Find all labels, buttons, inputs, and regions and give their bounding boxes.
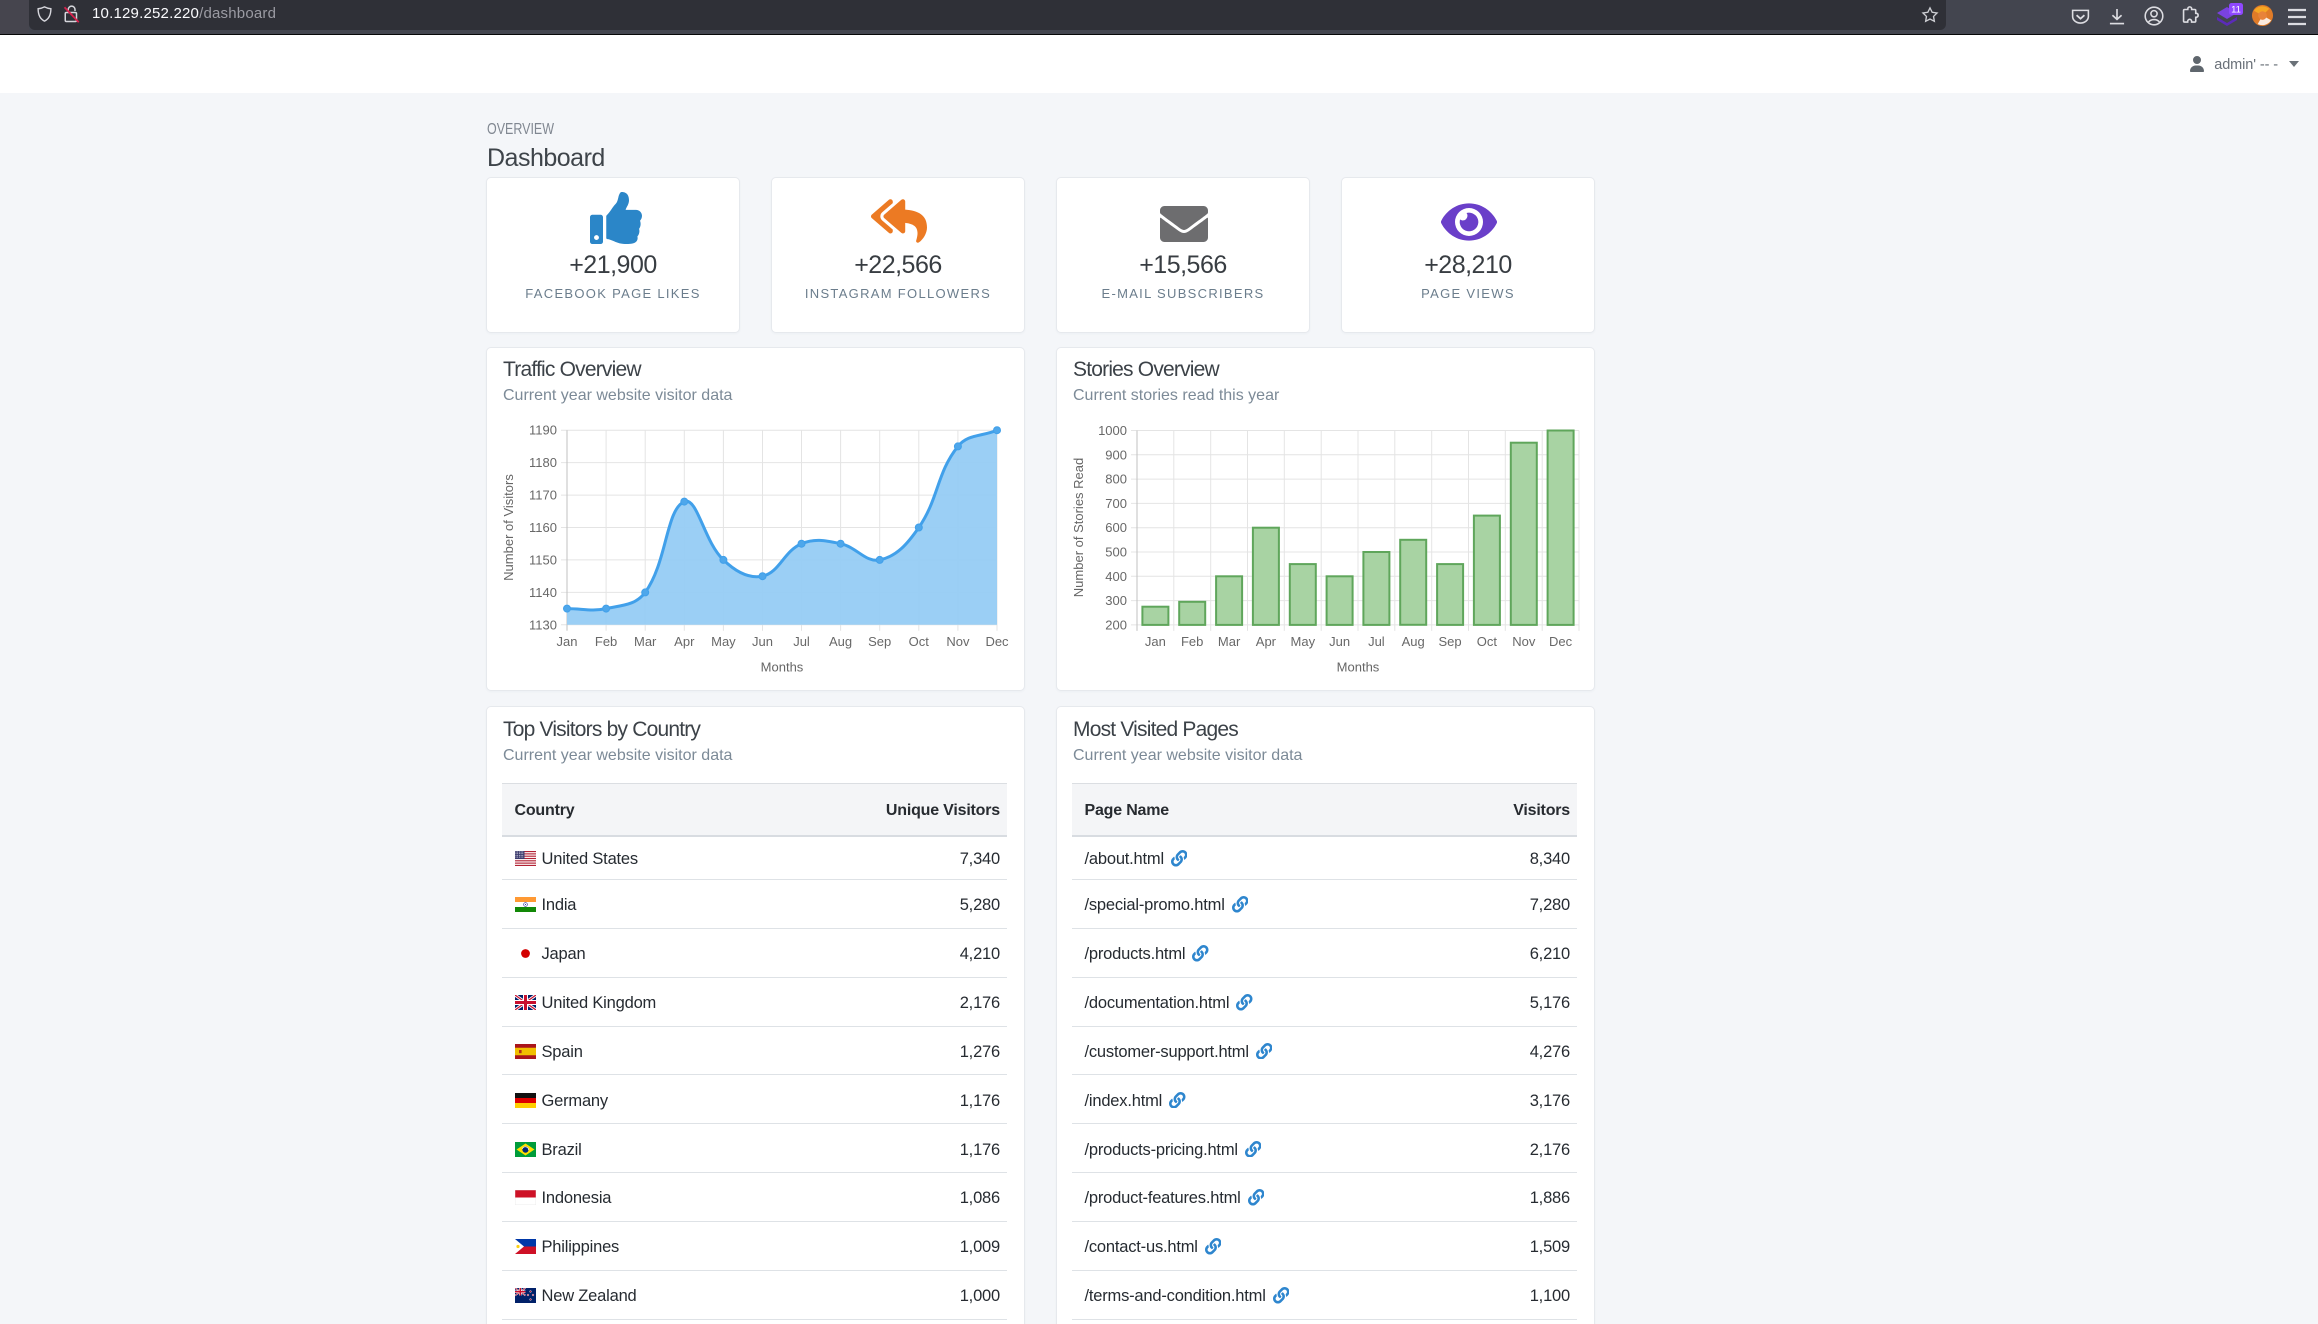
svg-text:1170: 1170: [529, 488, 557, 503]
svg-text:1150: 1150: [529, 552, 557, 567]
svg-text:1000: 1000: [1098, 423, 1127, 438]
svg-text:Aug: Aug: [1402, 634, 1425, 649]
svg-text:300: 300: [1105, 593, 1127, 608]
svg-text:Jun: Jun: [1329, 634, 1350, 649]
svg-text:Number of Visitors: Number of Visitors: [501, 474, 516, 581]
svg-text:Jun: Jun: [752, 634, 773, 649]
svg-text:Feb: Feb: [1181, 634, 1203, 649]
svg-text:Months: Months: [1337, 660, 1380, 675]
svg-text:1190: 1190: [529, 423, 557, 438]
svg-text:Mar: Mar: [1218, 634, 1241, 649]
svg-text:Number of Stories Read: Number of Stories Read: [1071, 458, 1086, 597]
svg-text:400: 400: [1105, 569, 1127, 584]
svg-text:Dec: Dec: [1549, 634, 1573, 649]
svg-text:1140: 1140: [529, 585, 557, 600]
svg-text:Jul: Jul: [793, 634, 810, 649]
svg-text:Sep: Sep: [868, 634, 891, 649]
svg-text:1180: 1180: [529, 455, 557, 470]
svg-text:1130: 1130: [529, 617, 557, 632]
svg-text:200: 200: [1105, 617, 1127, 632]
svg-text:Jan: Jan: [557, 634, 578, 649]
svg-text:1160: 1160: [529, 520, 557, 535]
svg-text:11: 11: [2231, 5, 2241, 16]
svg-text:Apr: Apr: [674, 634, 695, 649]
svg-text:Months: Months: [761, 660, 804, 675]
svg-text:600: 600: [1105, 520, 1127, 535]
svg-text:Jan: Jan: [1145, 634, 1166, 649]
svg-text:500: 500: [1105, 545, 1127, 560]
svg-text:800: 800: [1105, 472, 1127, 487]
svg-text:Oct: Oct: [909, 634, 930, 649]
svg-text:Aug: Aug: [829, 634, 852, 649]
svg-text:Nov: Nov: [1512, 634, 1536, 649]
svg-text:Feb: Feb: [595, 634, 617, 649]
svg-text:Mar: Mar: [634, 634, 657, 649]
svg-text:700: 700: [1105, 496, 1127, 511]
svg-text:Sep: Sep: [1439, 634, 1462, 649]
svg-text:May: May: [711, 634, 736, 649]
svg-text:Oct: Oct: [1477, 634, 1498, 649]
svg-text:Nov: Nov: [946, 634, 970, 649]
svg-text:May: May: [1291, 634, 1316, 649]
svg-text:900: 900: [1105, 447, 1127, 462]
svg-text:Jul: Jul: [1368, 634, 1385, 649]
svg-text:Dec: Dec: [985, 634, 1009, 649]
svg-text:Apr: Apr: [1256, 634, 1277, 649]
